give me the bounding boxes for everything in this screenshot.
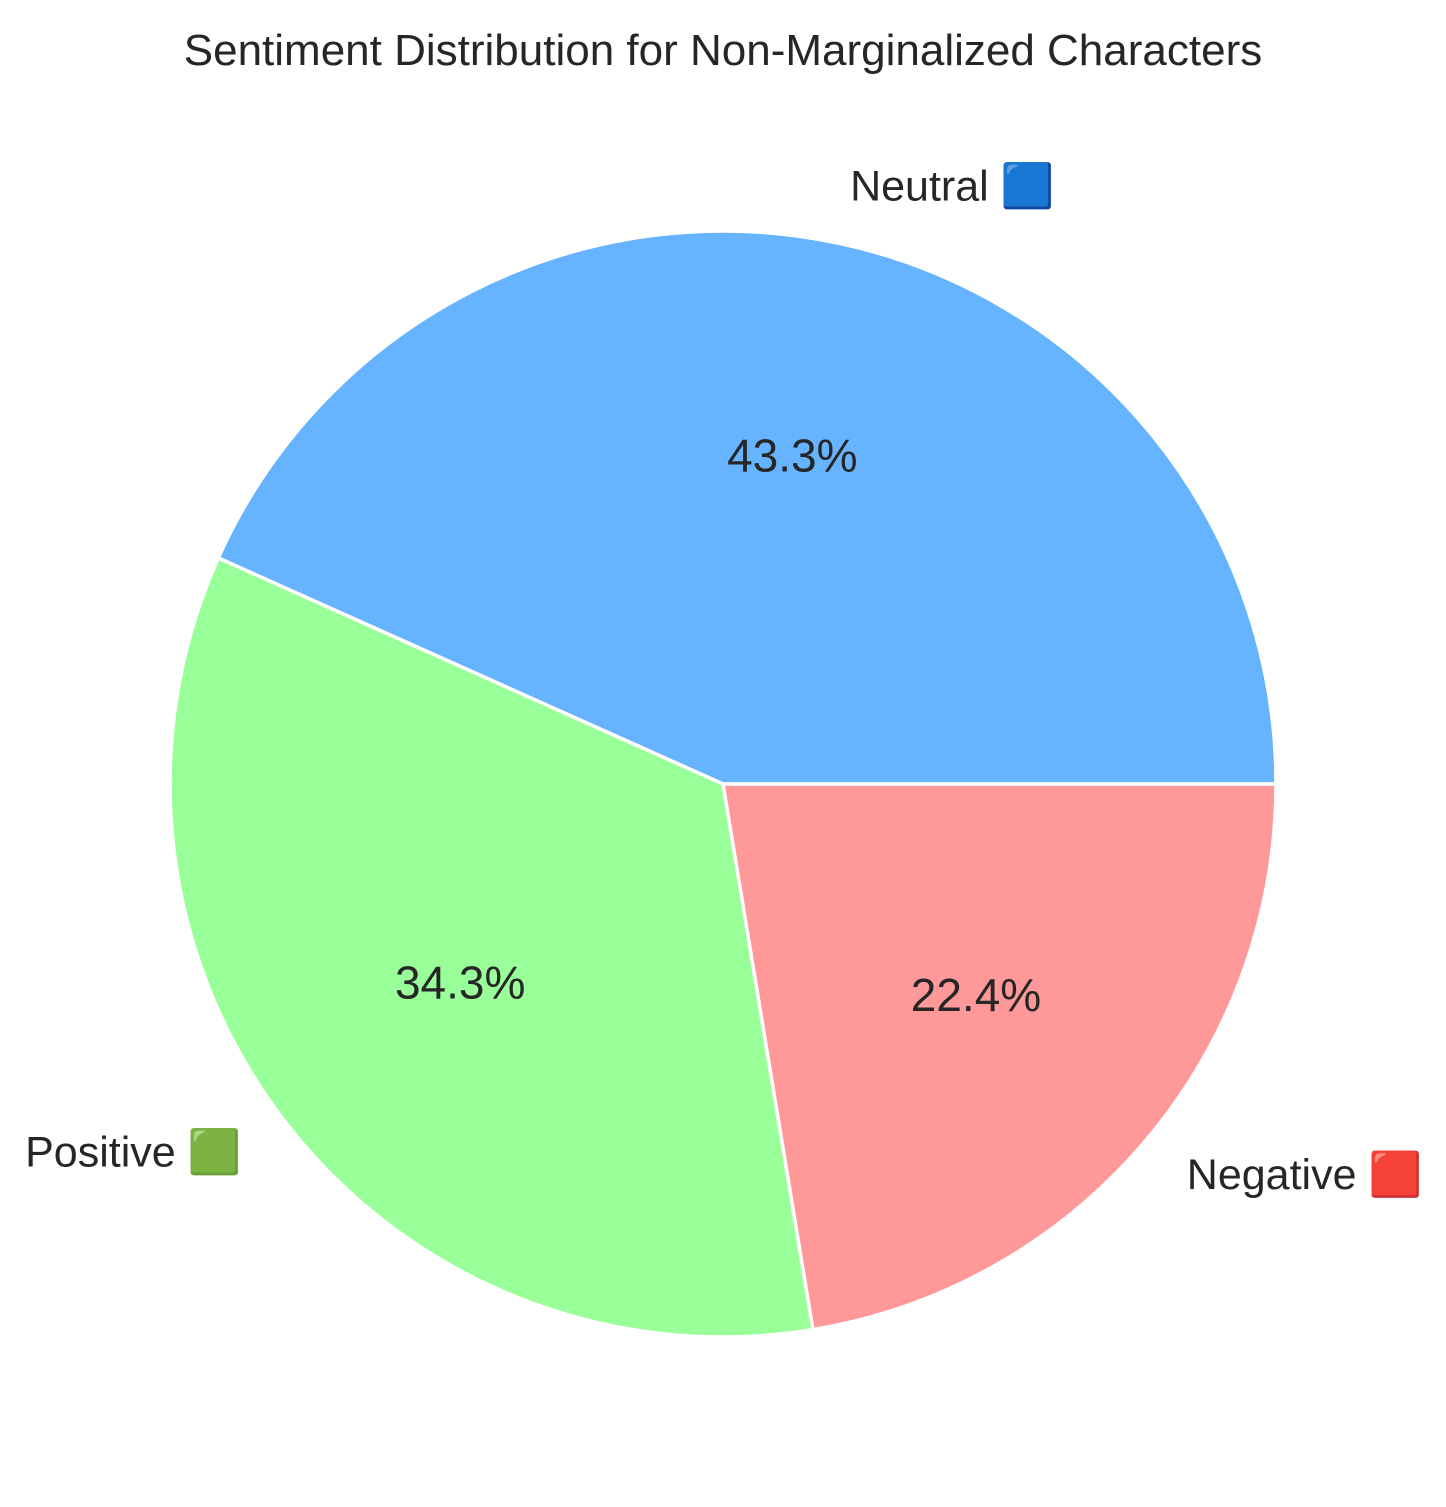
pie-slice-positive [168,556,815,1339]
pie-slice-negative [721,782,1278,1332]
slice-percent-negative: 22.4% [911,969,1041,1021]
pie-wedges [168,229,1278,1339]
slice-label-neutral: Neutral 🟦 [850,161,1054,210]
pie-labels: Neutral 🟦 43.3% Positive 🟩 34.3% Negative 🟥 2… [25,161,1422,1198]
slice-label-positive: Positive 🟩 [25,1128,241,1177]
slice-percent-neutral: 43.3% [727,430,857,482]
chart-title: Sentiment Distribution for Non-Marginali… [184,26,1262,75]
slice-label-negative: Negative 🟥 [1187,1150,1422,1199]
slice-percent-positive: 34.3% [395,957,525,1009]
pie-slice-neutral [216,229,1278,786]
